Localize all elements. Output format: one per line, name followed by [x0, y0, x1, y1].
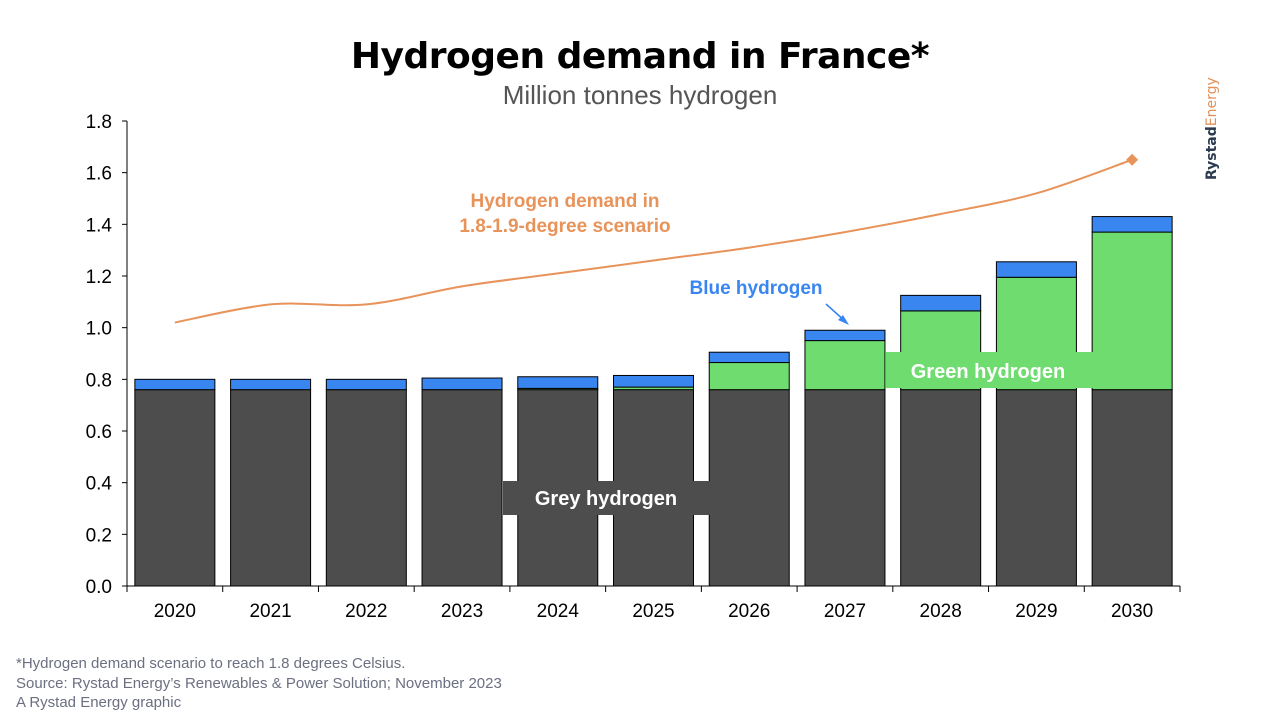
chart-title: Hydrogen demand in France*	[350, 36, 930, 77]
bar-blue-hydrogen-2028	[900, 294, 982, 312]
footnote-scenario: *Hydrogen demand scenario to reach 1.8 d…	[16, 655, 406, 672]
x-tick-label-2026: 2026	[728, 601, 770, 622]
scenario-demand-line	[174, 158, 1133, 324]
blue-hydrogen-label: Blue hydrogen	[689, 278, 822, 299]
footnote-source: Source: Rystad Energy’s Renewables & Pow…	[16, 675, 502, 692]
y-tick-label-0.2: 0.2	[86, 525, 112, 546]
y-tick-label-0.4: 0.4	[86, 474, 113, 495]
y-tick-label-1.0: 1.0	[86, 319, 112, 340]
x-tick-label-2022: 2022	[345, 601, 387, 622]
bar-blue-hydrogen-2023	[421, 377, 503, 391]
y-tick-label-1.6: 1.6	[86, 164, 112, 185]
footnote-credit: A Rystad Energy graphic	[16, 694, 182, 711]
y-axis: 0.0 0.2 0.4 0.6 0.8 1.0 1.2 1.4 1.6 1.8	[86, 112, 128, 598]
bar-blue-hydrogen-2024	[517, 376, 599, 389]
bar-grey-hydrogen-2023	[421, 389, 503, 587]
x-axis: 2020 2021 2022 2023 2024 2025 2026 2027 2028 2029…	[126, 585, 1181, 622]
x-tick-label-2020: 2020	[154, 601, 196, 622]
scenario-label-line2: 1.8-1.9-degree scenario	[459, 216, 670, 237]
grey-hydrogen-label: Grey hydrogen	[535, 488, 677, 510]
y-tick-label-0.6: 0.6	[86, 422, 112, 443]
y-tick-label-0.0: 0.0	[86, 577, 112, 598]
bar-blue-hydrogen-2027	[804, 329, 886, 342]
bar-blue-hydrogen-2022	[325, 378, 407, 391]
x-tick-label-2030: 2030	[1111, 601, 1153, 622]
bar-blue-hydrogen-2021	[230, 378, 312, 391]
bar-green-hydrogen-2030	[1091, 231, 1173, 391]
bars-group	[134, 216, 1173, 587]
chart-subtitle: Million tonnes hydrogen	[502, 80, 778, 110]
y-tick-label-0.8: 0.8	[86, 370, 112, 391]
x-tick-label-2027: 2027	[824, 601, 866, 622]
y-tick-label-1.2: 1.2	[86, 267, 112, 288]
bar-grey-hydrogen-2021	[230, 389, 312, 587]
scenario-line-group	[174, 153, 1139, 324]
bar-blue-hydrogen-2029	[995, 261, 1077, 278]
y-tick-label-1.4: 1.4	[86, 215, 113, 236]
grey-hydrogen-label-bg	[503, 481, 710, 515]
bar-blue-hydrogen-2025	[613, 374, 694, 388]
bar-blue-hydrogen-2020	[134, 378, 216, 391]
bar-grey-hydrogen-2028	[900, 389, 982, 587]
bar-grey-hydrogen-2026	[708, 389, 790, 587]
bar-green-hydrogen-2027	[804, 340, 886, 391]
scenario-label-line1: Hydrogen demand in	[471, 191, 660, 212]
bar-grey-hydrogen-2029	[995, 389, 1077, 587]
x-tick-label-2025: 2025	[632, 601, 674, 622]
bar-grey-hydrogen-2027	[804, 389, 886, 587]
x-tick-label-2023: 2023	[441, 601, 483, 622]
bar-grey-hydrogen-2022	[325, 389, 407, 587]
bar-blue-hydrogen-2030	[1091, 216, 1173, 233]
bar-grey-hydrogen-2020	[134, 389, 216, 587]
bar-green-hydrogen-2026	[708, 362, 790, 391]
bar-grey-hydrogen-2030	[1091, 389, 1173, 587]
blue-hydrogen-arrow-head	[838, 315, 849, 325]
green-hydrogen-label-bg	[886, 352, 1093, 388]
x-tick-label-2028: 2028	[920, 601, 962, 622]
x-tick-label-2029: 2029	[1015, 601, 1057, 622]
x-tick-label-2024: 2024	[537, 601, 580, 622]
x-tick-label-2021: 2021	[249, 601, 291, 622]
y-tick-label-1.8: 1.8	[86, 112, 112, 133]
bar-blue-hydrogen-2026	[708, 351, 790, 364]
scenario-endpoint-marker	[1126, 153, 1139, 166]
green-hydrogen-label: Green hydrogen	[911, 361, 1065, 383]
